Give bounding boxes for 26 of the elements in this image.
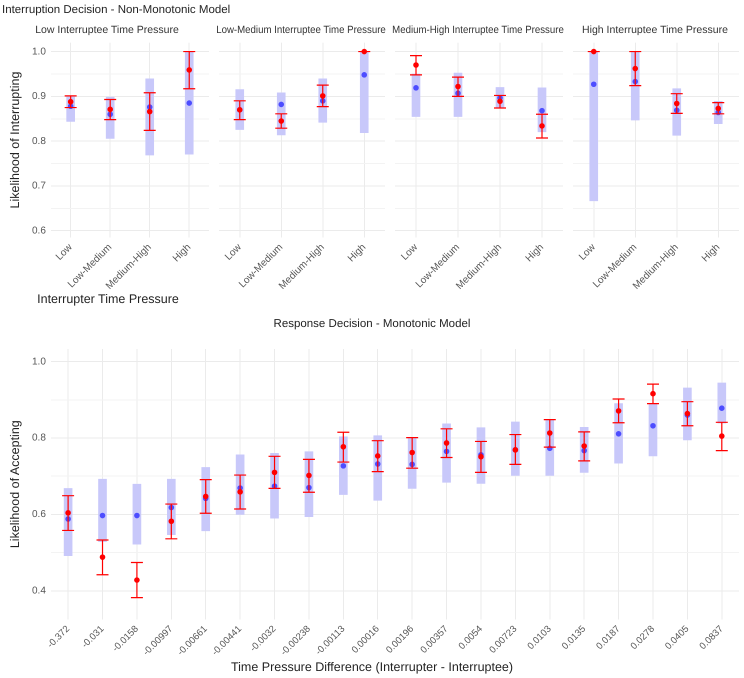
- chart-subtitle: Low Interruptee Time Pressure: [35, 24, 179, 36]
- chart-subtitle: High Interruptee Time Pressure: [582, 24, 728, 36]
- chart-title: Interruption Decision - Non-Monotonic Model: [2, 4, 230, 16]
- y-axis-title: Likelihood of Accepting: [8, 420, 22, 548]
- chart-subtitle: Medium-High Interruptee Time Pressure: [392, 24, 564, 36]
- x-tick-label: Low: [223, 241, 244, 263]
- y-tick-label: 0.7: [32, 180, 46, 192]
- x-tick-label: High: [524, 242, 546, 264]
- x-tick-label: Low: [399, 241, 421, 263]
- x-tick-label: High: [700, 242, 722, 264]
- x-axis-title: Interrupter Time Pressure: [36, 292, 180, 306]
- x-tick-label: Low: [577, 241, 598, 263]
- x-axis-title: Time Pressure Difference (Interrupter - Interruptee): [230, 660, 514, 674]
- y-tick-label: 0.6: [32, 509, 46, 520]
- y-tick-label: 1.0: [32, 46, 46, 58]
- x-tick-label: High: [170, 242, 194, 264]
- y-tick-label: 0.8: [32, 432, 46, 444]
- y-tick-label: 1.0: [32, 356, 46, 368]
- chart-subtitle: Low-Medium Interruptee Time Pressure: [216, 24, 386, 36]
- y-tick-label: 0.8: [32, 136, 46, 147]
- y-axis-title: Likelihood of Interrupting: [8, 72, 22, 208]
- chart-title: Response Decision - Monotonic Model: [272, 318, 472, 330]
- x-tick-label: High: [346, 242, 368, 264]
- y-tick-label: 0.9: [32, 91, 46, 102]
- y-tick-label: 0.4: [32, 586, 46, 597]
- y-tick-label: 0.6: [32, 226, 46, 236]
